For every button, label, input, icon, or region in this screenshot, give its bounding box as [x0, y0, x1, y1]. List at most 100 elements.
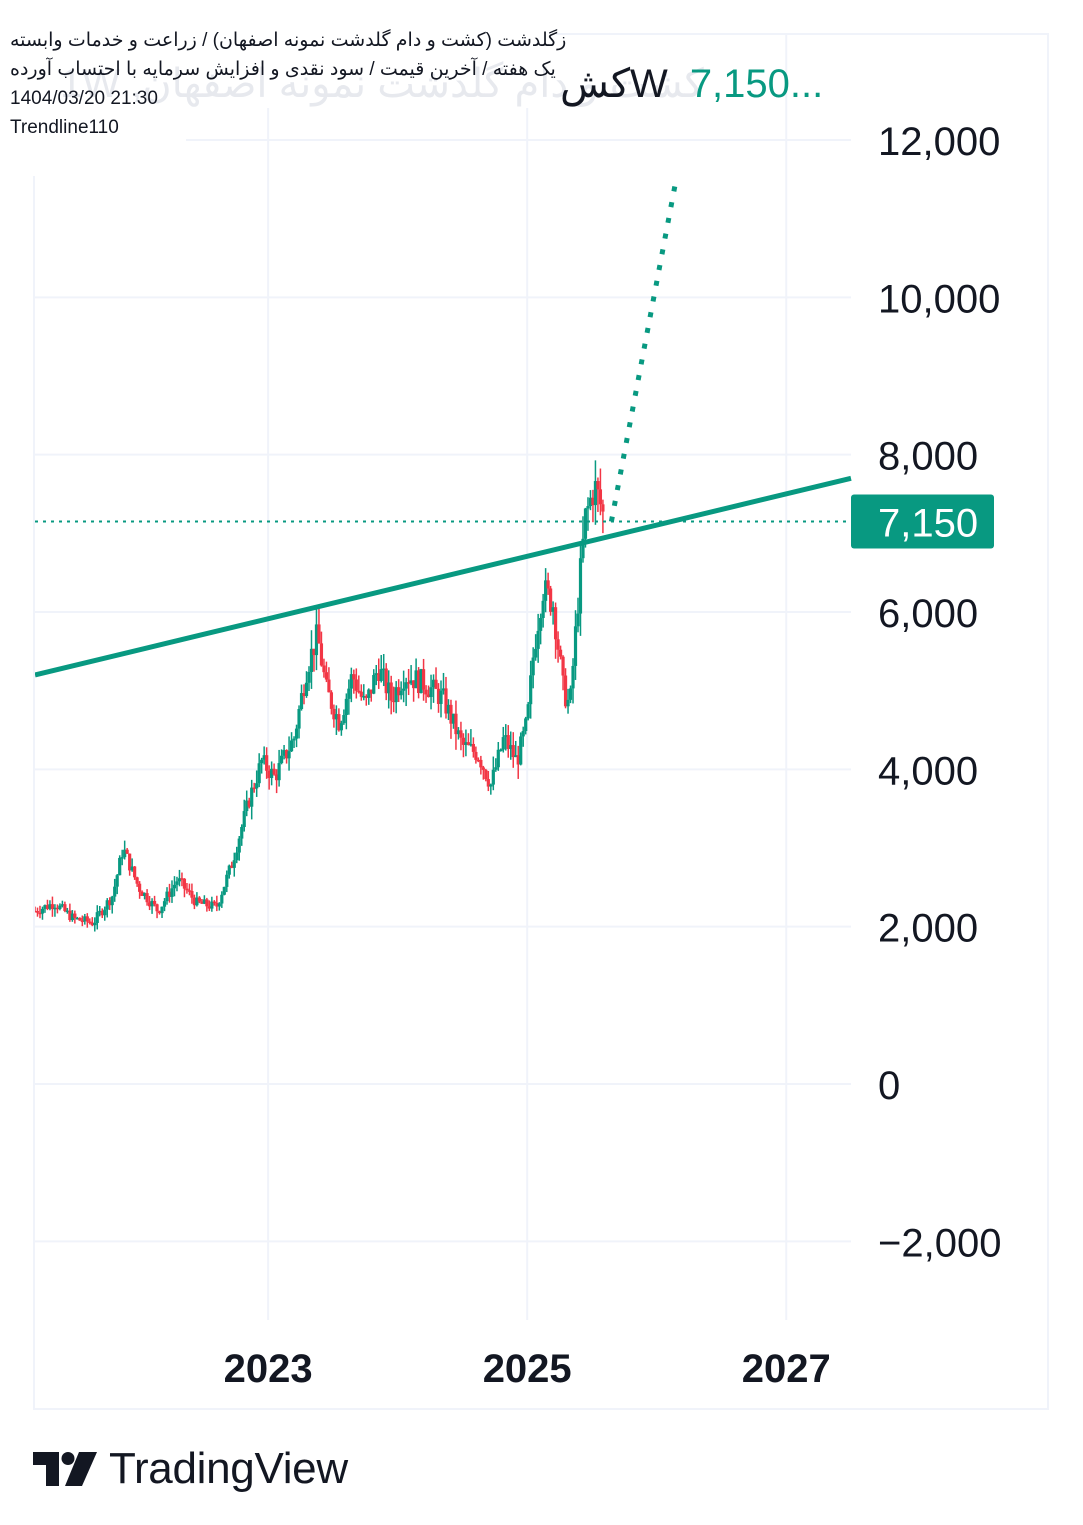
candle-body	[354, 679, 358, 691]
candle-body	[225, 874, 229, 887]
candle-body	[140, 891, 144, 896]
candle-body	[436, 688, 441, 704]
candle-body	[397, 687, 401, 696]
candle-body	[58, 905, 62, 909]
candle-body	[394, 687, 398, 703]
candle-body	[237, 838, 241, 853]
candle-body	[576, 613, 580, 627]
candle-body	[444, 688, 448, 714]
candle-body	[75, 917, 79, 920]
candle-body	[210, 901, 214, 909]
last-price-head: 7,150...	[689, 62, 824, 106]
candle-body	[227, 865, 231, 875]
tradingview-logo-text: TradingView	[109, 1444, 348, 1493]
candle-body	[118, 857, 122, 876]
trendline	[35, 475, 852, 678]
candle-body	[215, 902, 219, 907]
candle-body	[150, 900, 154, 907]
candle-body	[499, 749, 503, 751]
candle-body	[412, 680, 416, 689]
chart-header: زگلدشت (کشت و دام گلدشت نمونه اصفهان) / …	[10, 26, 570, 142]
candle-body	[387, 682, 391, 694]
candle-body	[100, 910, 104, 916]
candle-body	[434, 679, 438, 689]
candle-body	[172, 884, 177, 889]
candle-body	[128, 853, 132, 871]
candle-body	[601, 504, 605, 512]
candle-body	[357, 690, 361, 693]
candle-body	[192, 897, 197, 906]
candle-body	[329, 692, 334, 709]
candle-body	[177, 878, 182, 882]
projection-line	[608, 178, 679, 522]
candle-body	[524, 718, 528, 732]
candle-body	[272, 768, 276, 775]
candle-body	[479, 759, 483, 768]
candle-body	[267, 770, 271, 778]
candle-body	[242, 811, 246, 827]
candle-body	[471, 743, 475, 752]
candle-body	[359, 691, 363, 697]
candle-body	[466, 742, 471, 745]
candle-body	[187, 890, 192, 892]
candle-body	[384, 668, 388, 694]
candle-body	[327, 679, 331, 693]
candle-body	[105, 900, 109, 910]
candle-body	[568, 688, 573, 700]
last-price-label: 7,150	[878, 502, 978, 546]
candle-body	[138, 883, 142, 892]
candle-body	[494, 767, 498, 770]
candle-body	[95, 912, 99, 923]
candle-body	[571, 665, 575, 689]
candle-body	[182, 878, 187, 889]
chart-datetime: 1404/03/20 21:30	[10, 88, 158, 109]
candle-body	[48, 904, 52, 909]
candle-body	[60, 904, 64, 906]
candle-body	[185, 888, 189, 891]
candle-body	[551, 607, 555, 612]
symbol-watermark: کشت و دام گلدشت نمونه اصفهان, 1W	[60, 62, 704, 106]
candle-body	[531, 657, 535, 676]
candle-body	[414, 670, 418, 689]
candle-body	[202, 899, 206, 904]
candle-body	[514, 755, 518, 758]
candle-body	[553, 607, 558, 640]
price-chart[interactable]: −2,000 0 2,000 4,000 6,000 8,000 10,000 12,000 2…	[35, 35, 1051, 1412]
candle-body	[85, 916, 89, 922]
candle-body	[190, 890, 194, 898]
candle-body	[454, 713, 458, 735]
candle-body	[155, 904, 159, 912]
candle-body	[439, 690, 443, 704]
candle-body	[541, 600, 545, 618]
candle-body	[250, 787, 254, 807]
candle-body	[337, 714, 341, 731]
candle-body	[546, 580, 550, 589]
x-tick-label: 2023	[224, 1347, 313, 1391]
tradingview-logo[interactable]: TradingView	[33, 1444, 348, 1494]
candle-body	[481, 767, 485, 770]
candle-body	[464, 742, 468, 745]
candle-body	[65, 910, 69, 913]
candle-body	[324, 672, 329, 680]
candle-body	[235, 852, 239, 861]
candle-body	[419, 669, 423, 694]
candle-body	[516, 755, 520, 765]
candle-body	[287, 751, 291, 759]
candle-body	[297, 709, 301, 729]
candle-body	[63, 904, 67, 912]
candle-body	[35, 910, 37, 913]
tradingview-logo-icon	[33, 1452, 97, 1486]
candle-body	[536, 630, 540, 649]
candle-body	[529, 675, 533, 705]
candle-body	[160, 906, 164, 914]
candle-body	[247, 800, 251, 807]
candle-body	[352, 674, 356, 680]
last-price-badge	[851, 494, 994, 549]
interval-letter: کشW	[560, 62, 668, 106]
candle-body	[98, 910, 102, 913]
candle-body	[53, 907, 57, 910]
candle-body	[103, 909, 107, 916]
candle-body	[212, 901, 216, 904]
candle-body	[35, 911, 40, 913]
candle-body	[73, 913, 77, 918]
